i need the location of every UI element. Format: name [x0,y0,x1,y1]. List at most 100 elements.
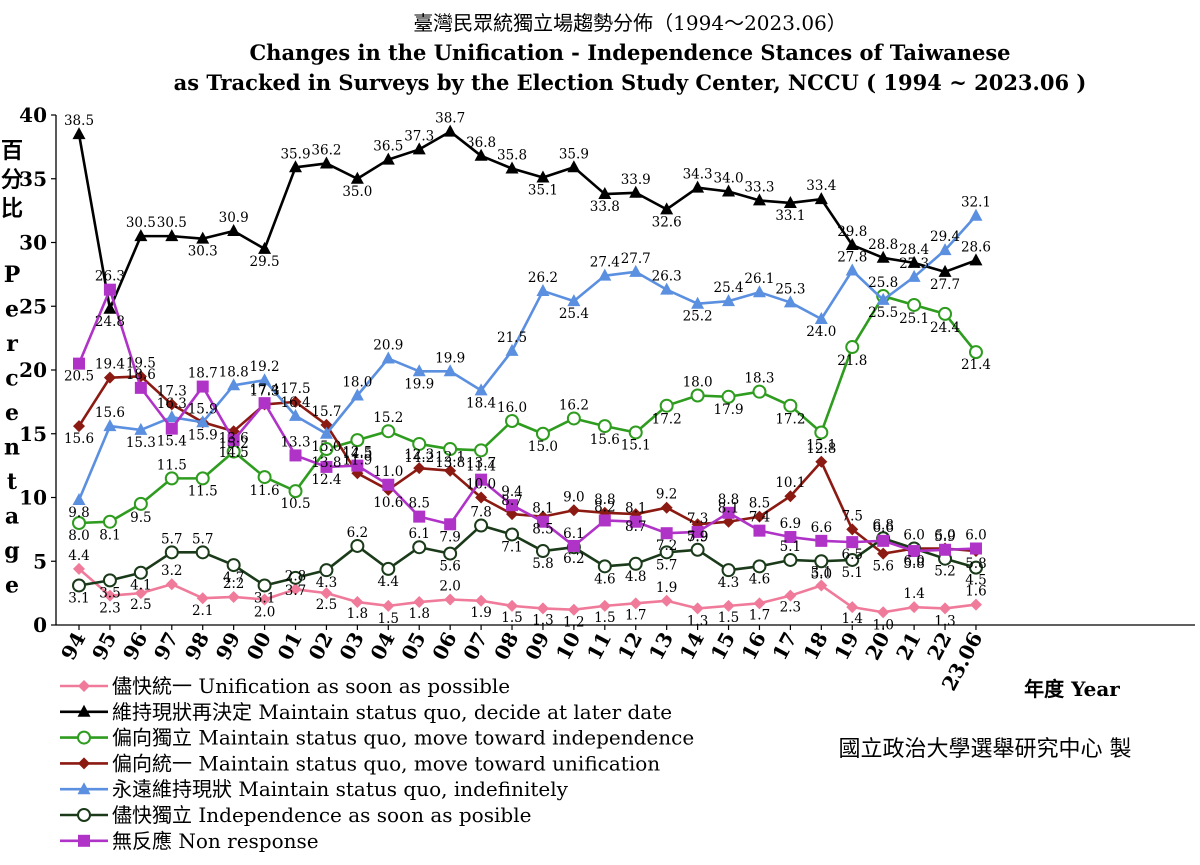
data-label: 12.8 [806,441,836,457]
data-point [195,471,210,486]
data-point [629,515,642,528]
data-point [969,208,983,221]
data-point [73,420,85,433]
data-point [876,250,890,263]
data-point [505,161,519,174]
data-label: 1.7 [625,607,646,623]
data-label: 12.4 [311,472,341,488]
data-point [289,408,303,421]
y-tick-label: 15 [19,422,47,446]
data-label: 25.3 [775,281,805,297]
data-label: 5.7 [656,557,677,573]
data-label: 11.0 [373,464,403,480]
data-point [907,269,921,282]
y-axis-label-en-char: e [5,400,19,426]
data-point [629,185,643,198]
data-label: 21.8 [837,353,867,369]
data-label: 21.4 [961,357,991,373]
data-label: 7.9 [687,529,708,545]
y-tick-label: 40 [19,103,47,127]
data-point [938,264,952,277]
data-label: 20.9 [373,338,403,354]
data-point [73,562,85,575]
data-label: 33.1 [775,208,805,224]
data-label: 5.1 [842,565,863,581]
data-point [535,544,550,559]
data-label: 16.4 [280,395,310,411]
data-point [968,560,983,575]
y-axis-label-en-char: n [4,435,20,461]
x-tick-label: 02 [304,628,338,664]
data-point [164,545,179,560]
data-label: 1.0 [872,617,893,633]
legend-label: 儘快統一 Unification as soon as possible [112,674,510,698]
data-label: 36.2 [311,142,341,158]
data-point [752,384,767,399]
data-point [412,142,426,155]
data-label: 3.7 [285,583,306,599]
data-point [474,443,489,458]
data-label: 13.8 [311,455,341,471]
data-label: 4.6 [594,571,615,587]
data-point [103,283,116,296]
data-point [721,389,736,404]
data-label: 29.8 [837,224,867,240]
data-label: 5.8 [532,556,553,572]
x-axis-label: 年度 Year [1024,677,1120,701]
data-point [319,426,333,439]
legend-swatch-marker [78,834,90,847]
data-label: 28.4 [899,242,929,258]
data-point [846,601,859,614]
data-point [783,295,797,308]
data-point [505,527,520,542]
data-point [908,545,921,558]
data-point [691,602,704,615]
data-label: 18.0 [683,375,713,391]
data-point [907,297,922,312]
x-tick-label: 14 [675,628,709,664]
series-5 [72,518,983,593]
data-label: 2.2 [223,576,244,592]
data-point [691,296,705,309]
data-point [72,493,86,506]
data-label: 5.1 [780,539,801,555]
data-point [598,599,611,612]
data-label: 5.9 [934,529,955,545]
data-label: 7.3 [687,511,708,527]
data-point [381,351,395,364]
data-label: 7.8 [470,505,491,521]
data-label: 11.4 [466,459,496,475]
data-label: 7.2 [656,538,677,554]
data-label: 4.8 [625,569,646,585]
x-tick-label: 07 [458,628,492,664]
data-point [134,422,148,435]
data-label: 30.5 [126,215,156,231]
data-label: 18.7 [188,366,218,382]
data-point [444,464,457,477]
data-label: 17.5 [280,381,310,397]
data-label: 6.9 [780,516,801,532]
data-point [258,241,272,254]
legend-item: 偏向獨立 Maintain status quo, move toward in… [60,726,694,750]
data-point [660,282,674,295]
data-label: 14.5 [219,445,249,461]
data-label: 34.0 [713,171,743,187]
data-label: 13.7 [466,455,496,471]
data-label: 25.4 [559,306,589,322]
data-label: 9.2 [656,487,677,503]
data-label: 4.3 [316,575,337,591]
data-label: 25.1 [899,311,929,327]
data-point [412,364,426,377]
data-point [133,565,148,580]
y-axis-label-en-char: c [5,366,18,392]
data-label: 3.1 [254,590,275,606]
data-point [691,525,704,538]
data-label: 35.8 [497,148,527,164]
data-label: 15.7 [311,404,341,420]
series-1 [72,124,983,314]
data-point [846,536,859,549]
x-tick-label: 19 [829,628,863,664]
data-point [877,547,890,560]
data-label: 28.6 [961,239,991,255]
